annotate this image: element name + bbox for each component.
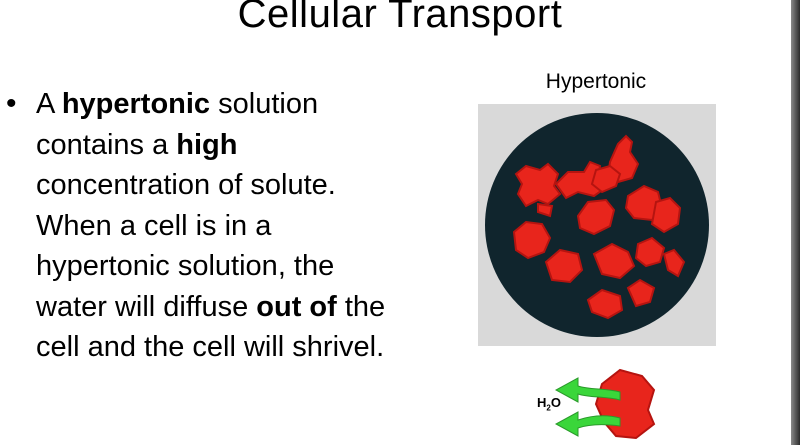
- shriveled-cell: [650, 196, 682, 234]
- shriveled-cell: [544, 248, 584, 284]
- bullet-text: A hypertonic solution contains a high co…: [36, 84, 406, 368]
- water-label-h: H: [537, 395, 547, 410]
- water-label: H2O: [537, 395, 561, 413]
- bullet-segment-bold: out of: [256, 290, 337, 323]
- bullet-segment: A: [36, 88, 62, 120]
- shriveled-cells-illustration: [485, 113, 709, 337]
- shriveled-cell: [514, 162, 562, 208]
- water-label-subscript: 2: [546, 403, 551, 413]
- bullet-symbol: •: [6, 87, 17, 120]
- shriveled-cell: [512, 220, 552, 260]
- water-outflow-illustration: [554, 368, 656, 440]
- shriveled-cell: [576, 198, 616, 236]
- figure-label: Hypertonic: [545, 70, 647, 93]
- bullet-segment: the cell and the cell will shrivel.: [36, 290, 386, 364]
- arrow-left-lower-icon: [554, 411, 621, 437]
- shriveled-cell: [586, 288, 624, 320]
- bullet-segment-bold: hypertonic: [61, 88, 211, 120]
- arrow-left-upper-icon: [554, 377, 621, 403]
- shriveled-cell: [537, 202, 554, 218]
- shrinking-cell: [594, 368, 656, 440]
- bullet-segment-bold: high: [176, 128, 238, 161]
- hypertonic-figure: [478, 104, 716, 346]
- shriveled-cell: [634, 236, 666, 268]
- bullet-point: • A hypertonic solution contains a high …: [6, 84, 406, 368]
- bullet-segment: solution contains a: [36, 88, 319, 161]
- shriveled-cell: [626, 278, 656, 308]
- water-label-o: O: [550, 395, 561, 410]
- window-edge: [791, 0, 800, 445]
- shriveled-cell: [590, 164, 622, 194]
- bullet-segment: concentration of solute. When a cell is …: [36, 169, 336, 323]
- shriveled-cell: [592, 242, 636, 280]
- shriveled-cell: [662, 248, 686, 278]
- slide-title: Cellular Transport: [237, 0, 563, 36]
